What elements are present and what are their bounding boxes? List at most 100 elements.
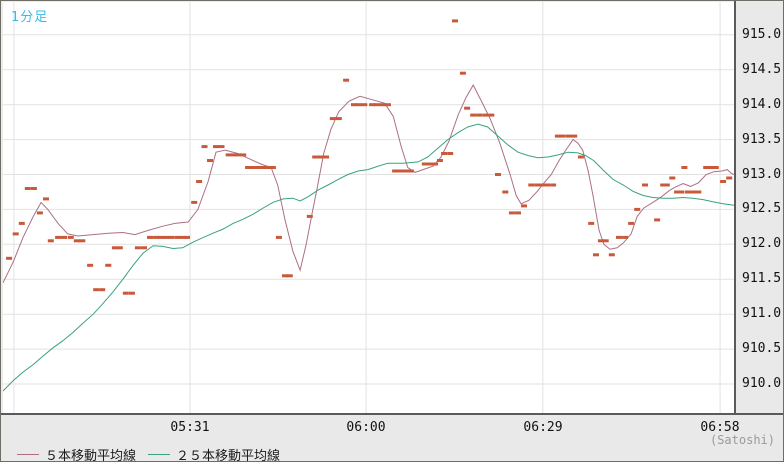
price-tick-mark: [660, 183, 667, 187]
price-tick-mark: [218, 145, 225, 149]
price-tick-mark: [141, 246, 147, 250]
ma5-legend-label: ５本移動平均線: [45, 448, 137, 462]
price-tick-mark: [191, 200, 198, 204]
price-tick-mark: [245, 166, 252, 169]
y-axis-label: 910.0: [742, 376, 782, 391]
price-tick-mark: [663, 183, 670, 187]
price-tick-mark: [634, 207, 641, 211]
price-tick-mark: [355, 103, 362, 107]
price-tick-mark: [571, 134, 578, 138]
price-tick-mark: [515, 211, 521, 215]
price-tick-mark: [162, 235, 169, 239]
price-tick-mark: [554, 134, 561, 138]
x-axis-panel: (Satoshi) ５本移動平均線 ２５本移動平均線 05:31 06:00 06:…: [1, 413, 783, 462]
x-axis-label: 06:29: [523, 420, 563, 435]
ma5-line-swatch: [17, 453, 39, 455]
y-axis-label: 913.0: [742, 167, 782, 182]
price-tick-mark: [47, 239, 54, 243]
price-tick-mark: [495, 173, 501, 176]
price-tick-mark: [369, 103, 376, 107]
price-tick-mark: [502, 190, 509, 194]
price-tick-mark: [196, 180, 203, 183]
price-tick-mark: [681, 166, 688, 169]
price-tick-mark: [488, 113, 495, 117]
price-tick-mark: [329, 117, 336, 121]
price-tick-mark: [407, 169, 414, 173]
price-tick-mark: [6, 256, 13, 260]
price-tick-mark: [695, 190, 702, 194]
price-tick-mark: [459, 71, 466, 75]
price-tick-mark: [708, 166, 714, 169]
price-tick-mark: [593, 253, 599, 257]
price-tick-mark: [73, 239, 80, 243]
price-tick-mark: [157, 235, 164, 239]
price-tick-mark: [30, 187, 37, 190]
price-chart-canvas: [3, 2, 734, 413]
price-tick-mark: [275, 235, 282, 239]
price-tick-mark: [55, 235, 62, 239]
price-tick-mark: [678, 190, 685, 194]
price-tick-mark: [528, 183, 535, 187]
price-tick-mark: [79, 239, 86, 243]
price-tick-mark: [421, 162, 428, 166]
price-tick-mark: [622, 235, 629, 239]
y-axis-label: 913.5: [742, 132, 782, 147]
price-tick-mark: [323, 155, 330, 159]
price-tick-mark: [521, 204, 527, 208]
price-tick-mark: [24, 187, 31, 190]
price-tick-mark: [669, 176, 676, 180]
price-tick-mark: [260, 166, 267, 169]
price-tick-mark: [335, 117, 342, 121]
chart-plot-area[interactable]: 1分足: [3, 2, 734, 413]
ma25-line: [3, 123, 734, 392]
y-axis-label: 914.0: [742, 97, 782, 112]
price-tick-mark: [654, 218, 661, 222]
price-tick-mark: [602, 239, 609, 243]
price-tick-mark: [482, 113, 489, 117]
price-tick-mark: [608, 253, 615, 257]
price-tick-mark: [213, 145, 219, 149]
price-tick-mark: [306, 214, 313, 218]
y-axis-label: 915.0: [742, 27, 782, 42]
price-tick-mark: [87, 263, 94, 267]
price-tick-mark: [254, 166, 261, 169]
price-tick-mark: [147, 235, 153, 239]
price-tick-mark: [508, 211, 515, 215]
y-axis-label: 910.5: [742, 341, 782, 356]
price-tick-mark: [588, 221, 595, 225]
price-tick-mark: [61, 235, 68, 239]
price-tick-mark: [179, 235, 186, 239]
x-axis-label: 06:58: [700, 420, 740, 435]
y-axis-label: 912.0: [742, 236, 782, 251]
price-tick-mark: [240, 153, 247, 157]
price-tick-mark: [168, 235, 175, 239]
price-tick-mark: [577, 155, 584, 159]
price-tick-mark: [628, 221, 635, 225]
ma25-legend-label: ２５本移動平均線: [176, 448, 281, 462]
price-tick-mark: [464, 106, 471, 110]
price-tick-mark: [134, 246, 141, 250]
price-tick-mark: [703, 166, 710, 169]
price-tick-mark: [559, 134, 566, 138]
price-tick-mark: [111, 246, 118, 250]
price-tick-mark: [689, 190, 696, 194]
price-tick-mark: [470, 113, 477, 117]
price-tick-mark: [93, 288, 100, 292]
price-tick-mark: [201, 145, 208, 149]
price-tick-mark: [565, 134, 572, 138]
price-tick-mark: [128, 291, 135, 295]
timeframe-label: 1分足: [11, 10, 49, 25]
price-tick-mark: [317, 155, 324, 159]
price-tick-mark: [174, 235, 181, 239]
price-tick-mark: [153, 235, 160, 239]
legend-item-ma25: ２５本移動平均線: [148, 445, 281, 462]
ma5-line: [3, 84, 734, 284]
price-tick-mark: [452, 19, 458, 23]
x-axis-label: 05:31: [170, 420, 210, 435]
legend-item-ma5: ５本移動平均線: [17, 445, 137, 462]
price-tick-mark: [225, 153, 232, 157]
price-tick-mark: [685, 190, 691, 194]
price-tick-mark: [43, 197, 49, 201]
price-tick-mark: [674, 190, 681, 194]
price-tick-mark: [286, 274, 293, 278]
